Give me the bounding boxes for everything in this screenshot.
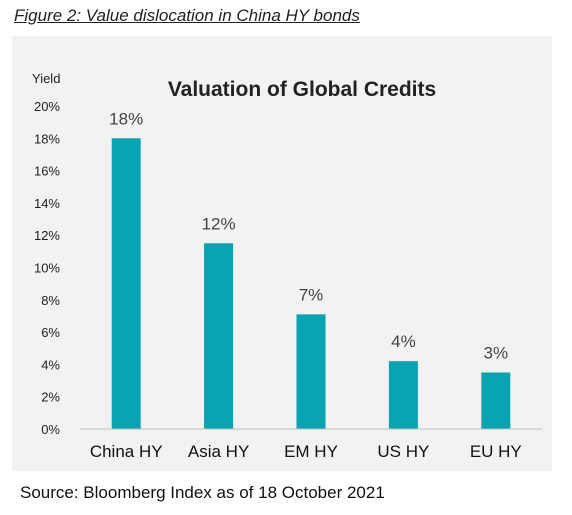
- data-label: 3%: [484, 343, 509, 362]
- y-tick-label: 0%: [41, 422, 60, 437]
- y-tick-label: 18%: [34, 131, 60, 146]
- x-tick-label: EM HY: [284, 442, 338, 461]
- y-tick-label: 2%: [41, 390, 60, 405]
- bar-chart: Valuation of Global Credits Yield 0% 2% 4%…: [32, 71, 542, 461]
- data-label: 4%: [391, 332, 416, 351]
- y-tick-label: 6%: [41, 325, 60, 340]
- chart-panel: Valuation of Global Credits Yield 0% 2% 4%…: [12, 36, 552, 471]
- x-tick-label: EU HY: [470, 442, 522, 461]
- y-tick-label: 14%: [34, 196, 60, 211]
- x-tick-label: US HY: [377, 442, 429, 461]
- x-tick-label: Asia HY: [188, 442, 249, 461]
- bar: [481, 372, 511, 429]
- data-label: 18%: [109, 109, 143, 128]
- source-note: Source: Bloomberg Index as of 18 October…: [20, 483, 385, 502]
- y-tick-label: 12%: [34, 228, 60, 243]
- bar: [388, 361, 418, 429]
- y-axis-label: Yield: [32, 71, 60, 86]
- bars: [111, 138, 511, 430]
- y-tick-label: 8%: [41, 293, 60, 308]
- bar: [296, 314, 326, 429]
- x-tick-label: China HY: [90, 442, 163, 461]
- y-tick-label: 20%: [34, 99, 60, 114]
- bar: [204, 243, 234, 429]
- chart-title: Valuation of Global Credits: [168, 78, 436, 101]
- data-labels: 18% 12% 7% 4% 3%: [109, 109, 508, 362]
- y-tick-label: 10%: [34, 261, 60, 276]
- x-axis-ticks: China HY Asia HY EM HY US HY EU HY: [90, 442, 522, 461]
- y-tick-label: 4%: [41, 357, 60, 372]
- bar: [111, 138, 141, 430]
- y-tick-label: 16%: [34, 164, 60, 179]
- data-label: 12%: [202, 214, 236, 233]
- y-axis-ticks: 0% 2% 4% 6% 8% 10% 12% 14% 16% 18% 20%: [34, 99, 60, 437]
- figure-caption: Figure 2: Value dislocation in China HY …: [14, 6, 360, 25]
- data-label: 7%: [299, 285, 324, 304]
